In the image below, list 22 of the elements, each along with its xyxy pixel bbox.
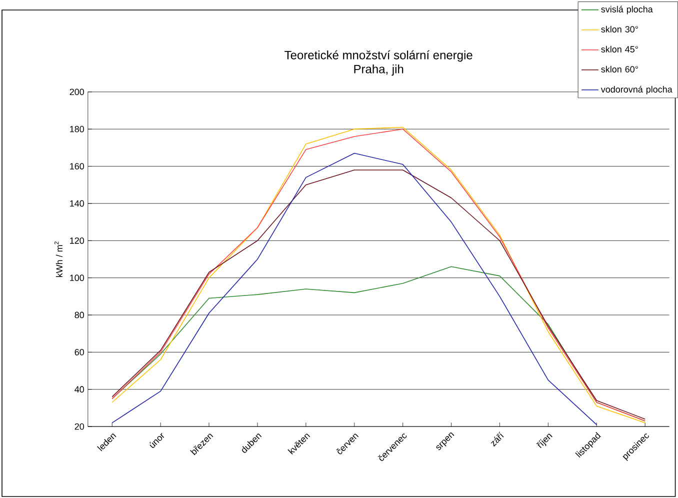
x-tick-label: říjen <box>536 434 552 448</box>
x-tick-label: únor <box>150 432 164 448</box>
y-axis-title: kWh / m$^{2}$ <box>54 241 63 277</box>
legend-label: sklon 30° <box>601 26 638 32</box>
legend-label: svislá plocha <box>601 6 653 14</box>
chart-title: Teoretické množství solární energie <box>284 50 472 62</box>
y-tick-label: 60 <box>74 348 84 356</box>
y-tick-label: 140 <box>70 200 84 206</box>
x-tick-label: září <box>490 431 504 446</box>
chart-subtitle: Praha, jih <box>354 64 404 76</box>
y-tick-label: 120 <box>70 237 84 244</box>
y-tick-label: 40 <box>74 386 84 392</box>
line-series <box>112 152 598 425</box>
legend-label: sklon 45° <box>601 46 638 52</box>
y-tick-label: 80 <box>74 312 84 318</box>
legend-label: vodorovná plocha <box>600 86 672 94</box>
y-tick-label: 100 <box>70 274 84 281</box>
y-tick-label: 20 <box>74 423 84 430</box>
y-tick-label: 200 <box>70 88 84 95</box>
legend-label: sklon 60° <box>601 66 638 72</box>
y-tick-label: 160 <box>70 162 84 170</box>
y-tick-label: 180 <box>70 126 84 132</box>
